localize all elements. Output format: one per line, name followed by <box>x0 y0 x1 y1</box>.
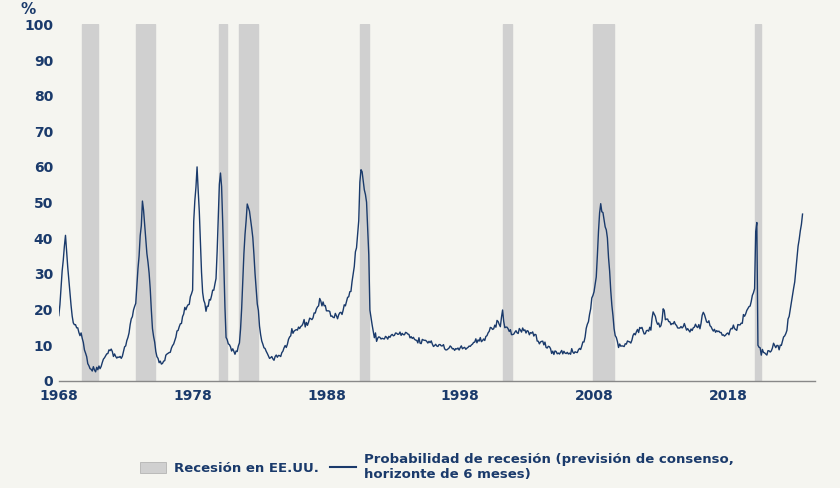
Bar <box>503 24 512 381</box>
Bar <box>136 24 155 381</box>
Legend: Recesión en EE.UU., Probabilidad de recesión (previsión de consenso,
horizonte d: Recesión en EE.UU., Probabilidad de rece… <box>139 453 734 481</box>
Bar <box>754 24 761 381</box>
Text: %: % <box>21 2 36 17</box>
Bar <box>239 24 258 381</box>
Bar <box>219 24 228 381</box>
Bar <box>360 24 370 381</box>
Bar <box>82 24 97 381</box>
Bar <box>593 24 614 381</box>
